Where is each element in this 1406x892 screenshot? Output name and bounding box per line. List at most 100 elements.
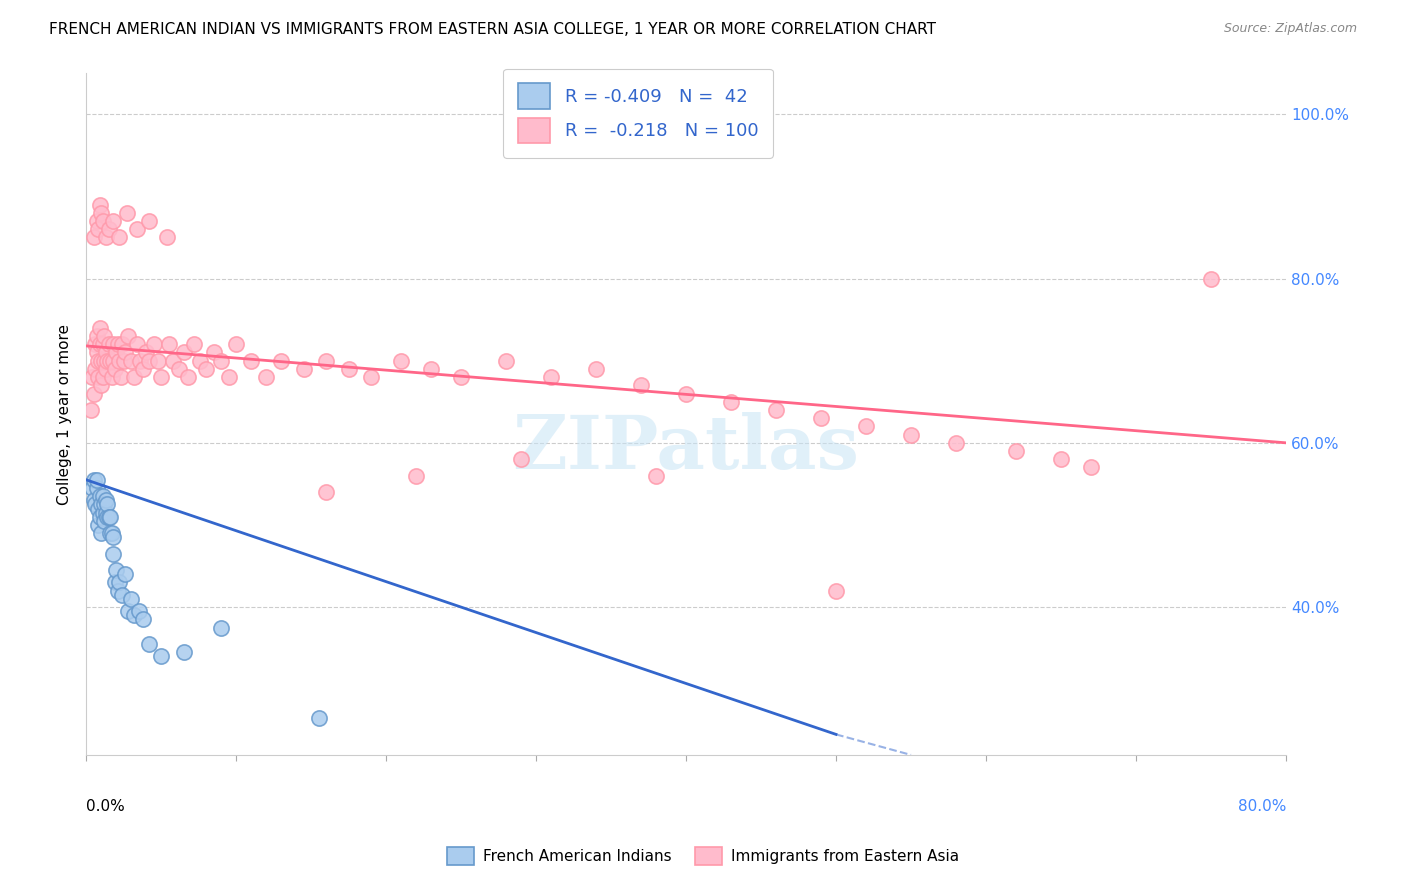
Point [94,362,117,376]
Point [90,526,112,541]
Point [150,649,173,664]
Point [540,370,562,384]
Point [98,509,121,524]
Text: 80.0%: 80.0% [1237,799,1286,814]
Point [202,345,225,359]
Point [108,230,131,244]
Point [173,345,195,359]
Point [91,214,114,228]
Point [450,370,472,384]
Point [87,370,110,384]
Point [645,468,668,483]
Point [80,370,103,384]
Point [98,353,121,368]
Point [84,337,107,351]
Point [108,575,131,590]
Point [83,230,105,244]
Point [101,547,124,561]
Point [128,604,150,618]
Point [91,489,114,503]
Point [105,563,128,577]
Point [111,588,134,602]
Point [157,337,180,351]
Point [585,362,607,376]
Point [825,583,848,598]
Point [177,370,200,384]
Point [495,353,517,368]
Point [765,403,787,417]
Point [94,493,117,508]
Point [810,411,832,425]
Point [93,514,115,528]
Point [87,518,110,533]
Point [89,509,111,524]
Point [254,370,277,384]
Point [173,645,195,659]
Point [1005,444,1028,458]
Point [337,362,360,376]
Point [91,337,114,351]
Point [225,337,247,351]
Point [209,353,232,368]
Point [91,370,114,384]
Point [120,591,142,606]
Point [360,370,382,384]
Point [101,353,124,368]
Point [132,362,155,376]
Point [84,362,107,376]
Point [188,353,211,368]
Point [122,608,145,623]
Point [86,481,108,495]
Point [270,353,292,368]
Point [80,481,103,495]
Point [79,403,101,417]
Point [97,337,120,351]
Point [94,230,117,244]
Point [86,473,108,487]
Legend: R = -0.409   N =  42, R =  -0.218   N = 100: R = -0.409 N = 42, R = -0.218 N = 100 [503,69,773,158]
Point [308,711,330,725]
Point [1080,460,1102,475]
Point [96,509,118,524]
Point [94,506,117,520]
Point [87,353,110,368]
Point [107,337,129,351]
Point [90,353,112,368]
Point [101,530,124,544]
Point [150,370,173,384]
Point [96,497,118,511]
Point [86,329,108,343]
Point [117,329,139,343]
Point [183,337,205,351]
Point [100,370,122,384]
Point [135,345,157,359]
Point [132,612,155,626]
Point [167,362,190,376]
Point [1199,271,1222,285]
Point [87,501,110,516]
Point [720,394,742,409]
Point [420,362,443,376]
Point [90,378,112,392]
Point [107,583,129,598]
Point [97,509,120,524]
Point [86,345,108,359]
Point [97,222,120,236]
Point [120,353,142,368]
Point [900,427,922,442]
Point [91,506,114,520]
Point [129,353,152,368]
Point [83,473,105,487]
Point [315,353,337,368]
Point [110,370,132,384]
Point [315,485,337,500]
Point [105,345,128,359]
Point [90,497,112,511]
Text: ZIPatlas: ZIPatlas [513,411,859,484]
Point [98,526,121,541]
Point [138,214,160,228]
Point [510,452,533,467]
Point [93,353,115,368]
Point [156,230,179,244]
Point [138,353,160,368]
